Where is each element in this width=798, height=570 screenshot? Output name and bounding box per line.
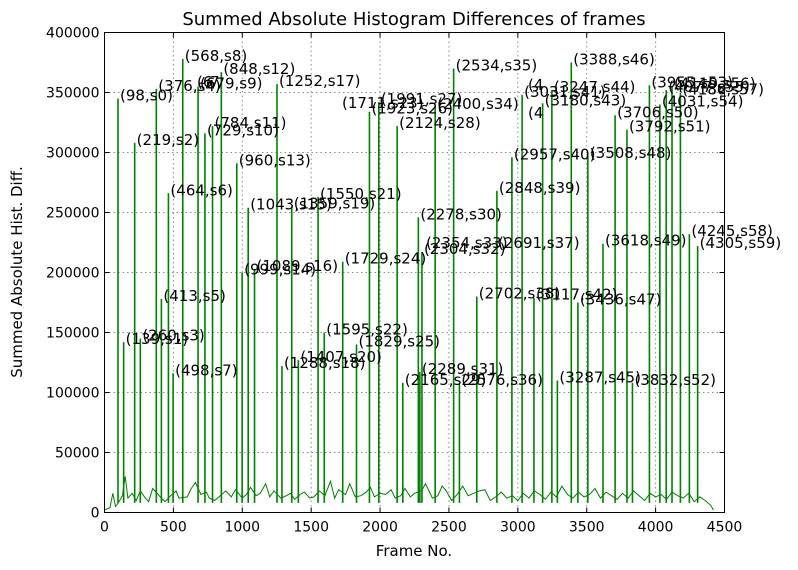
peak-label-s46: (3388,s46) [573, 51, 655, 69]
peak-label-s13: (960,s13) [239, 151, 311, 169]
peak-label-s51: (3792,s51) [629, 118, 711, 136]
chart-title: Summed Absolute Histogram Differences of… [182, 9, 645, 30]
peak-label-s57: (4180,s57) [682, 81, 764, 99]
peak-label-s25: (1829,s25) [358, 333, 440, 351]
peak-label-s34: (2400,s34) [437, 95, 519, 113]
peak-label-s30: (2278,s30) [420, 205, 502, 223]
peak-label-s35: (2534,s35) [456, 57, 538, 75]
peak-label-s17: (1252,s17) [279, 72, 361, 90]
peak-label-s47: (3436,s47) [580, 291, 662, 309]
x-axis-label: Frame No. [376, 542, 452, 560]
y-tick-label: 350000 [46, 86, 99, 102]
peak-label-s28: (2124,s28) [399, 114, 481, 132]
y-tick-label: 0 [91, 506, 100, 522]
y-tick-label: 100000 [46, 386, 99, 402]
peak-label-s24: (1729,s24) [345, 250, 427, 268]
peak-label-s49: (3618,s49) [605, 232, 687, 250]
y-tick-label: 200000 [46, 266, 99, 282]
label-fragment: 7 [210, 73, 220, 91]
peak-label-s39: (2848,s39) [499, 179, 581, 197]
y-tick-label: 300000 [46, 146, 99, 162]
peak-label-overlap: (2691,s37) [498, 234, 580, 252]
x-tick-label: 3000 [500, 520, 536, 536]
peak-label-s20: (1407,s20) [300, 348, 382, 366]
x-tick-label: 1000 [224, 520, 260, 536]
y-tick-label: 150000 [46, 326, 99, 342]
y-tick-label: 250000 [46, 206, 99, 222]
peak-label-s7: (498,s7) [175, 361, 237, 379]
peak-label-s6: (464,s6) [170, 181, 232, 199]
signal-baseline [105, 477, 714, 511]
x-tick-label: 4000 [638, 520, 674, 536]
peak-label-s21: (1550,s21) [320, 185, 402, 203]
annotation-layer: (98,s0)(139,s1)(219,s2)(260,s3)(376,s4)(… [120, 47, 781, 389]
peak-label-s44: (3247,s44) [554, 78, 636, 96]
x-tick-label: 4500 [707, 520, 743, 536]
peak-label-s36: (2576,s36) [461, 371, 543, 389]
peak-label-s5: (413,s5) [163, 287, 225, 305]
y-tick-label: 50000 [55, 446, 100, 462]
x-tick-label: 1500 [293, 520, 329, 536]
x-tick-label: 500 [160, 520, 187, 536]
y-axis-label: Summed Absolute Hist. Diff. [8, 166, 26, 378]
peak-label-overlap: (2354,s33) [426, 234, 508, 252]
peak-label-s16: (1089,s16) [257, 257, 339, 275]
peak-label-s48: (3508,s48) [590, 144, 672, 162]
peak-label-s3: (260,s3) [142, 327, 204, 345]
x-tick-label: 0 [100, 520, 109, 536]
peak-label-s52: (3832,s52) [634, 371, 716, 389]
label-fragment: (4 [528, 104, 543, 122]
peak-label-s40: (2957,s40) [514, 145, 596, 163]
x-tick-label: 2500 [431, 520, 467, 536]
peak-label-s45: (3287,s45) [559, 369, 641, 387]
peak-label-overlap: (1711,s23) [342, 94, 424, 112]
peak-label-s2: (219,s2) [137, 131, 199, 149]
peak-label-s59: (4305,s59) [700, 234, 782, 252]
x-tick-label: 3500 [569, 520, 605, 536]
peak-label-s11: (784,s11) [215, 114, 287, 132]
x-tick-label: 2000 [362, 520, 398, 536]
y-tick-label: 400000 [46, 26, 99, 42]
label-fragment: (4 [528, 76, 543, 94]
